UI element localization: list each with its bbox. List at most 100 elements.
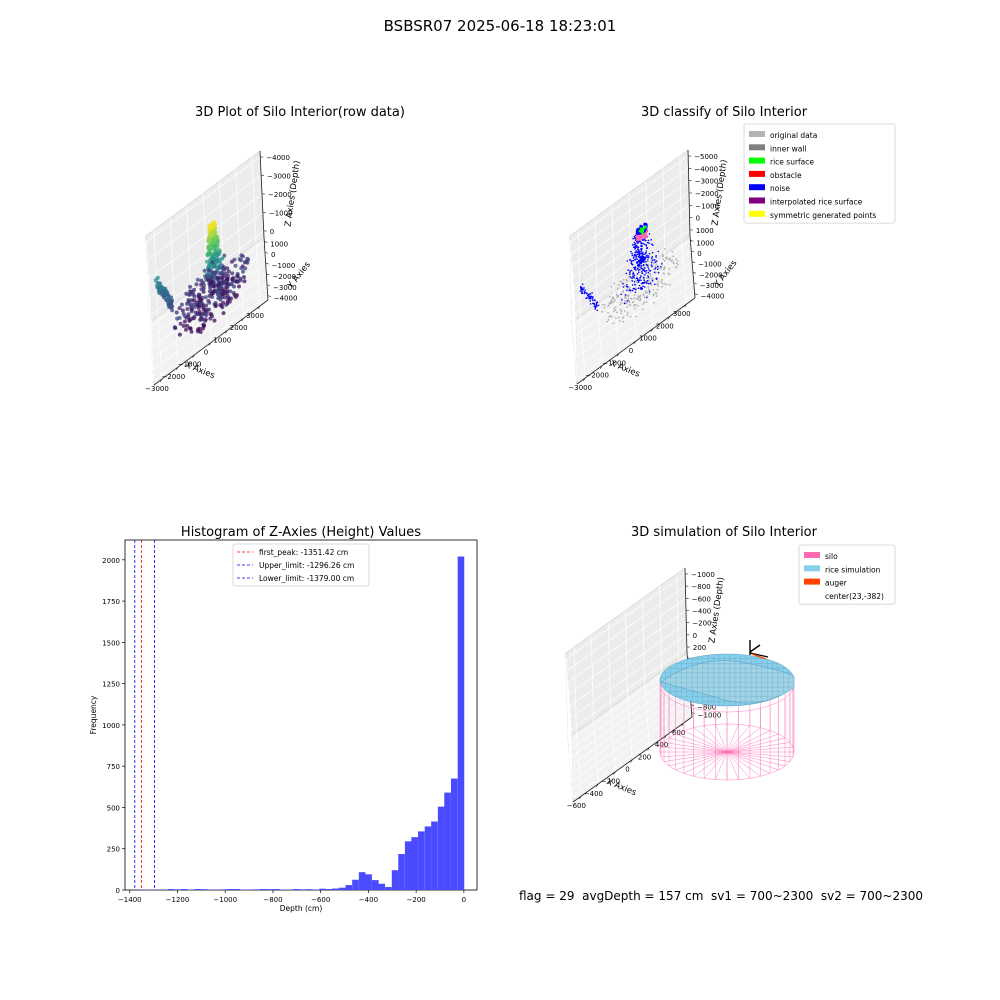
p1-data-point <box>184 315 189 320</box>
p2-original-point <box>642 273 645 276</box>
p2-noise-point <box>638 284 641 287</box>
p1-data-point <box>207 300 212 305</box>
p2-original-point <box>614 306 617 309</box>
p2-noise-point <box>647 256 650 259</box>
p1-data-point <box>191 316 196 321</box>
p1-data-point <box>242 279 247 284</box>
p1-data-point <box>241 269 245 274</box>
p4-silo-bottom-spoke <box>726 751 771 774</box>
p1-data-point <box>222 253 227 258</box>
p2-original-point <box>657 267 660 269</box>
p2-original-point <box>635 279 637 282</box>
p1-data-point <box>186 299 191 304</box>
p1-data-point <box>181 323 186 328</box>
p1-data-point <box>210 260 215 265</box>
p3-bar <box>293 889 300 890</box>
p2-original-point <box>636 276 638 278</box>
p3-x-tick-label: −600 <box>311 896 330 904</box>
p2-original-point <box>613 299 616 302</box>
p3-bar <box>187 889 195 890</box>
p1-data-point <box>212 318 217 323</box>
p2-x-tick-label: −1000 <box>602 359 626 367</box>
p1-data-point <box>207 307 211 312</box>
p1-data-point <box>198 312 202 317</box>
p3-bar <box>339 887 346 890</box>
p2-x-tick-label: 1000 <box>639 335 657 343</box>
p2-noise-point <box>596 309 598 312</box>
p2-noise-point <box>639 276 642 279</box>
p1-y-tick-label: 1000 <box>270 240 288 248</box>
p3-bar <box>404 841 412 890</box>
p2-noise-point <box>635 250 637 252</box>
p1-data-point <box>185 307 190 311</box>
p2-original-point <box>620 280 622 283</box>
p2-noise-point <box>634 246 637 248</box>
p2-original-point <box>607 305 609 307</box>
p4-silo-bottom-spoke <box>726 751 779 771</box>
p3-bar <box>444 792 451 890</box>
p3-bar <box>457 556 465 890</box>
p2-original-point <box>619 308 622 311</box>
p1-data-point <box>164 289 168 294</box>
p2-original-point <box>667 272 669 275</box>
p2-legend-swatch <box>749 170 765 177</box>
p2-noise-point <box>631 252 633 255</box>
p2-noise-point <box>622 282 624 285</box>
p2-noise-point <box>635 288 637 291</box>
p1-x-tick <box>241 317 244 322</box>
p4-legend-label: center(23,-382) <box>825 592 884 601</box>
p2-grid-z <box>570 168 689 317</box>
p2-y-tick-label: −4000 <box>701 293 725 301</box>
p2-noise-point <box>589 296 592 298</box>
p2-noise-point <box>591 292 593 294</box>
p2-noise-point <box>630 269 633 272</box>
p2-noise-point <box>637 281 640 283</box>
p2-x-tick-label: −3000 <box>568 384 592 392</box>
p4-legend-label: silo <box>825 552 838 561</box>
p2-original-point <box>648 273 651 275</box>
p1-data-point <box>190 307 194 312</box>
p1-data-point <box>212 273 217 278</box>
p2-original-point <box>634 287 637 290</box>
p2-original-point <box>635 297 638 300</box>
p1-data-point <box>197 294 202 299</box>
p4-x-tick <box>630 759 633 763</box>
p4-silo-bottom-spoke <box>726 746 794 753</box>
p4-auger <box>749 640 769 660</box>
p1-data-point <box>225 282 230 287</box>
p2-noise-point <box>648 242 650 244</box>
p2-original-point <box>641 308 644 311</box>
p2-noise-point <box>640 245 642 248</box>
p2-noise-point <box>620 293 622 296</box>
p2-y-tick <box>694 293 698 295</box>
p4-grid-z <box>566 610 687 760</box>
p1-y-tick <box>265 262 269 265</box>
p2-grid-z <box>571 217 690 366</box>
p2-legend-swatch <box>749 197 765 204</box>
p4-x-tick-label: −600 <box>567 802 586 810</box>
p2-original-point <box>662 272 665 275</box>
p4-x-tick-label: 600 <box>672 729 685 737</box>
p1-data-point <box>194 282 199 287</box>
p1-data-point <box>215 239 220 244</box>
p4-grid-z <box>566 598 686 748</box>
p2-original-point <box>675 266 678 269</box>
p2-noise-point <box>647 255 650 257</box>
p1-data-point <box>199 282 204 287</box>
p4-x-tick <box>579 795 582 800</box>
p2-y-axis-line <box>689 235 696 299</box>
p4-title: 3D simulation of Silo Interior <box>631 525 818 540</box>
p2-noise-point <box>588 297 590 300</box>
p2-original-point <box>663 266 666 269</box>
p3-bar <box>299 889 307 890</box>
p2-original-point <box>622 316 624 319</box>
p2-original-point <box>633 294 636 297</box>
p3-bar <box>325 889 333 890</box>
p2-legend-label: symmetric generated points <box>770 211 876 220</box>
p1-grid-z <box>149 230 264 380</box>
p2-noise-point <box>660 265 662 268</box>
p2-x-tick <box>599 365 603 369</box>
p1-x-tick-label: −1000 <box>178 361 202 369</box>
p1-data-point <box>219 276 224 280</box>
p4-y-tick-label: −800 <box>697 704 716 712</box>
